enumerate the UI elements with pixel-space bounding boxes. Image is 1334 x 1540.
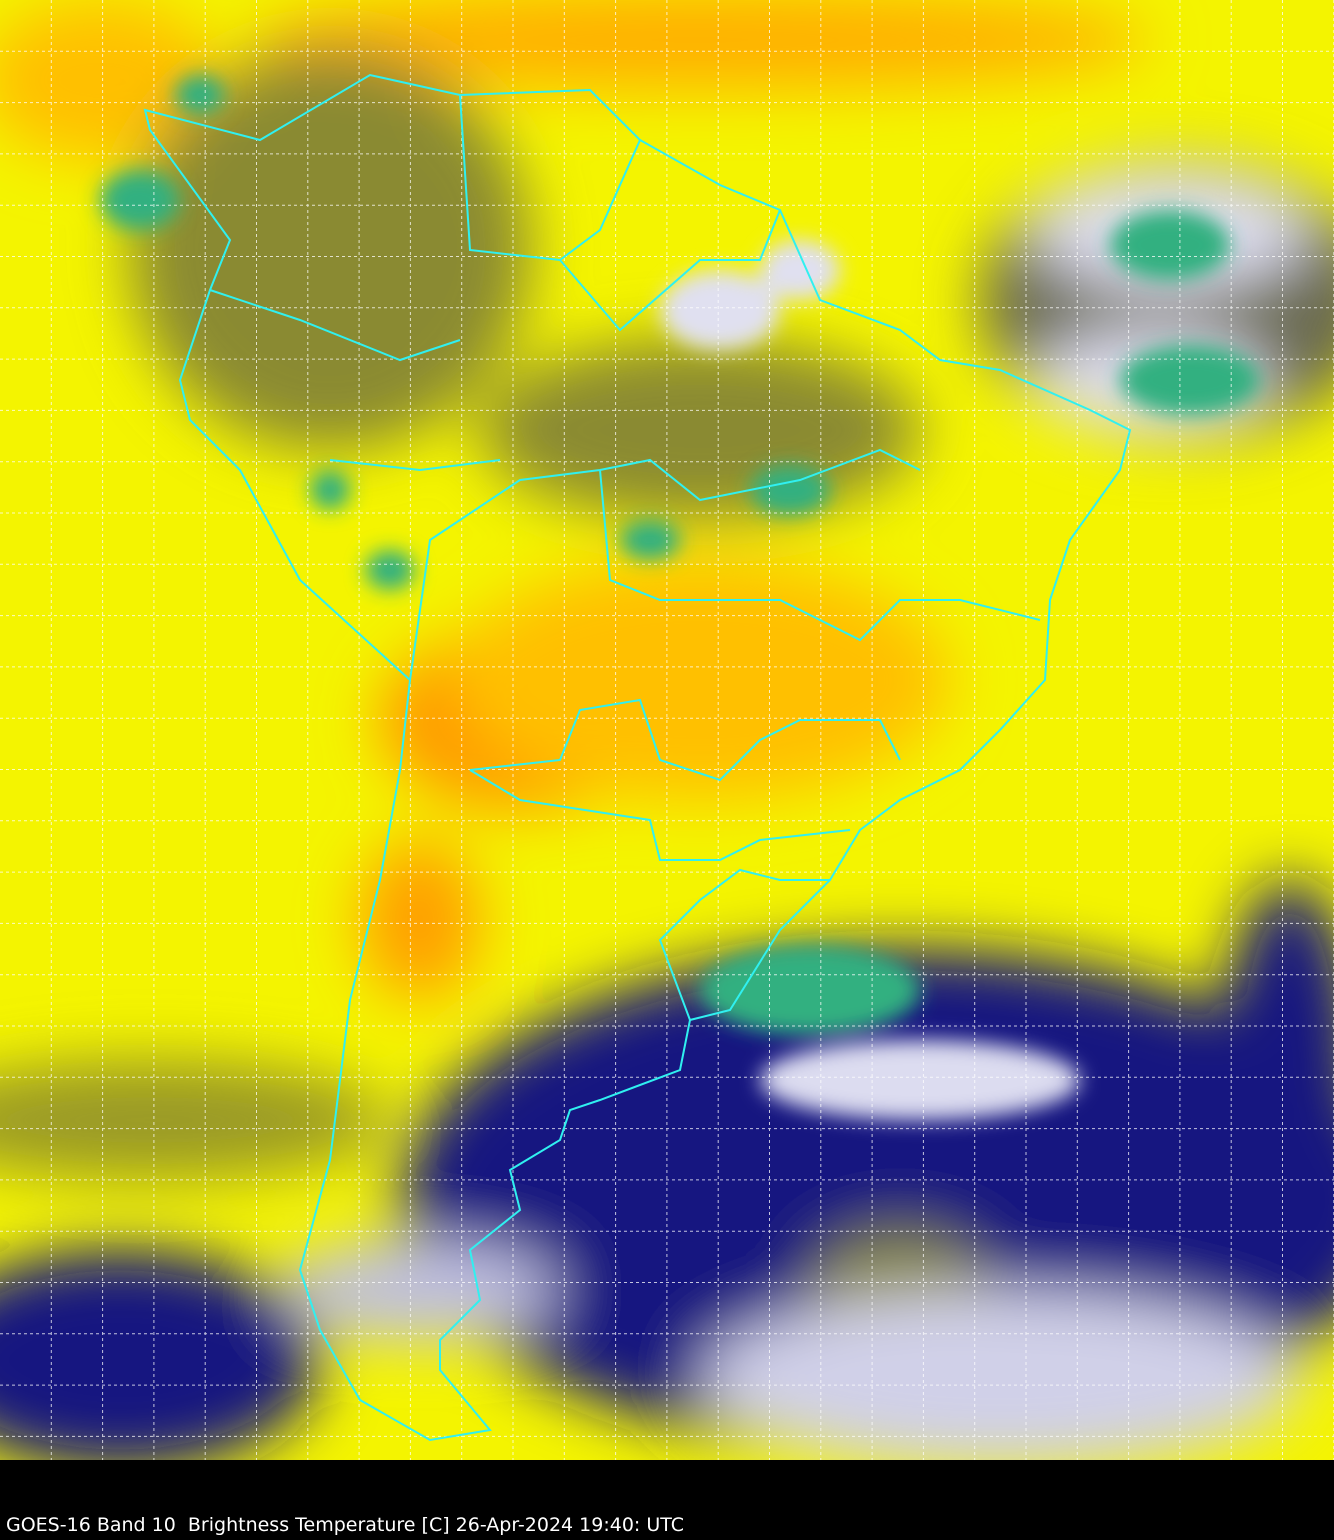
satellite-image	[0, 0, 1334, 1460]
image-caption: GOES-16 Band 10 Brightness Temperature […	[6, 1514, 685, 1536]
lat-lon-grid	[0, 0, 1334, 1460]
brightness-temperature-field	[0, 0, 1334, 1460]
country-borders	[143, 73, 1132, 1442]
